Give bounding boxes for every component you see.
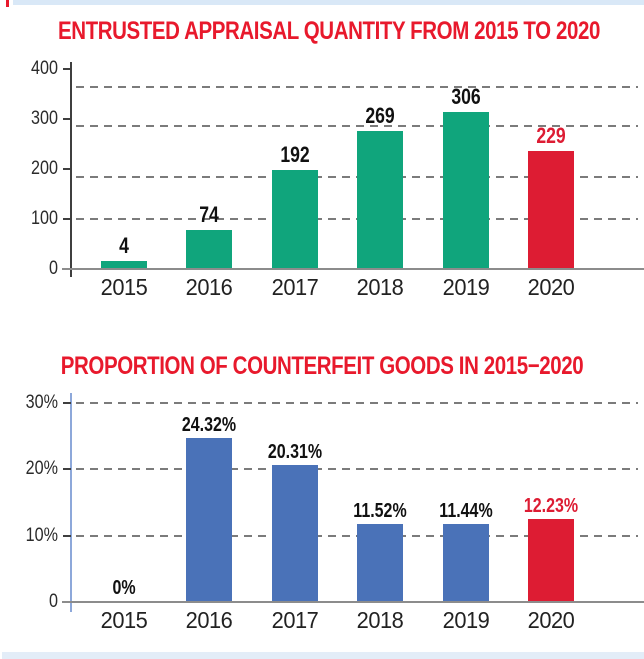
chart-2-bar-2016 (186, 438, 232, 601)
chart-2-value-label: 24.32% (181, 414, 237, 436)
bottom-strip (2, 652, 644, 659)
chart-2-bar-2020 (528, 519, 574, 601)
chart-1-category-label: 2016 (185, 274, 233, 300)
chart-1-value-label: 74 (199, 202, 219, 227)
chart-1-value-label: 269 (365, 103, 395, 128)
chart-1-ytick (63, 168, 71, 170)
chart-1-ytick-label: 300 (31, 108, 58, 129)
chart-1-ytick (63, 68, 71, 70)
chart-1-category-label: 2015 (100, 274, 147, 300)
chart-1-ytick (63, 218, 71, 220)
chart-1-ytick-label: 0 (49, 258, 58, 279)
corner-red-mark (6, 0, 9, 7)
chart-2-gridline (76, 468, 638, 470)
chart-2-ytick-label: 20% (25, 458, 58, 479)
chart-1-ytick (63, 118, 71, 120)
chart-2-ytick-label: 10% (25, 525, 58, 546)
chart-1-ytick-label: 200 (31, 158, 58, 179)
chart-2-category-label: 2017 (271, 607, 318, 633)
chart-2-value-label: 11.52% (353, 500, 407, 522)
chart-2-value-label: 0% (111, 577, 136, 599)
chart-1-value-label: 4 (118, 233, 129, 258)
chart-2-category-label: 2016 (185, 607, 233, 633)
chart-2-ytick (63, 402, 71, 404)
chart-2-bar-2019 (442, 524, 489, 601)
chart-2-category-label: 2018 (356, 607, 404, 633)
chart-2-bar-2018 (357, 524, 403, 601)
chart-1-title: ENTRUSTED APPRAISAL QUANTITY FROM 2015 T… (57, 17, 600, 45)
chart-2-bar-2017 (271, 465, 318, 601)
chart-1-value-label: 306 (450, 84, 481, 109)
chart-1-bar-2020 (528, 151, 574, 268)
chart-2-category-label: 2019 (442, 607, 489, 633)
chart-1-bar-2016 (186, 230, 232, 268)
chart-1-category-label: 2018 (356, 274, 404, 300)
chart-2-gridline (76, 402, 638, 404)
chart-2-category-label: 2020 (527, 607, 575, 633)
chart-1-bar-2019 (442, 112, 489, 268)
chart-2-title: PROPORTION OF COUNTERFEIT GOODS IN 2015−… (60, 352, 584, 380)
chart-1-ytick-label: 100 (31, 208, 58, 229)
chart-2-category-label: 2015 (100, 607, 147, 633)
chart-1-gridline (76, 125, 638, 127)
chart-2-x-axis (62, 601, 644, 603)
chart-1-y-axis (70, 62, 72, 277)
chart-1-ytick-label: 400 (31, 58, 58, 79)
chart-1-bar-2015 (100, 261, 147, 268)
chart-1-bar-2018 (357, 131, 403, 268)
chart-2-ytick (63, 468, 71, 470)
chart-2-y-axis (70, 393, 72, 612)
chart-2-ytick-label: 0 (49, 591, 58, 612)
chart-1-category-label: 2017 (271, 274, 318, 300)
chart-2-value-label: 12.23% (523, 495, 579, 517)
chart-2-ytick-label: 30% (25, 392, 58, 413)
chart-2-value-label: 20.31% (267, 441, 322, 463)
chart-2-ytick (63, 535, 71, 537)
chart-2-value-label: 11.44% (438, 500, 493, 522)
chart-1-gridline (76, 86, 638, 88)
top-strip (13, 0, 644, 5)
chart-1-category-label: 2020 (527, 274, 575, 300)
chart-1-category-label: 2019 (442, 274, 489, 300)
chart-1-value-label: 229 (536, 123, 566, 148)
chart-1-value-label: 192 (279, 142, 310, 167)
chart-1-x-axis (62, 268, 644, 270)
chart-1-bar-2017 (271, 170, 318, 268)
